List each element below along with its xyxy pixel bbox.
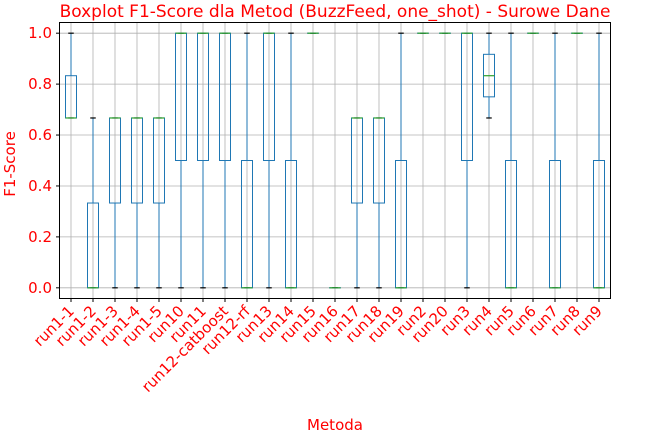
- box-run14: [285, 32, 297, 289]
- box-run12-catboost: [219, 32, 231, 289]
- box-run1-3: [109, 117, 121, 289]
- box-run10: [175, 32, 187, 289]
- box-run13: [263, 32, 275, 289]
- box-run1-5: [153, 117, 165, 289]
- box-run5: [505, 32, 517, 289]
- chart-title: Boxplot F1-Score dla Metod (BuzzFeed, on…: [60, 2, 611, 22]
- y-axis-label: F1-Score: [1, 131, 19, 197]
- box-run9: [593, 32, 605, 289]
- y-tick-label: 0.8: [28, 75, 52, 93]
- y-tick-label: 0.4: [28, 177, 52, 195]
- y-tick-label: 0.0: [28, 279, 52, 297]
- box-run4: [483, 32, 495, 119]
- box-run17: [351, 117, 363, 289]
- box-run12-rf: [241, 32, 253, 289]
- box-layer: [65, 32, 605, 289]
- box-run11: [197, 32, 209, 289]
- box-run1-1: [65, 32, 77, 119]
- box-run1-4: [131, 117, 143, 289]
- y-tick-label: 0.6: [28, 126, 52, 144]
- box-run18: [373, 117, 385, 289]
- y-tick-label: 0.2: [28, 228, 52, 246]
- y-tick-label: 1.0: [28, 24, 52, 42]
- box-run1-2: [87, 117, 99, 289]
- box-run19: [395, 32, 407, 289]
- x-axis-label: Metoda: [307, 416, 363, 434]
- box-run7: [549, 32, 561, 289]
- box-run3: [461, 32, 473, 289]
